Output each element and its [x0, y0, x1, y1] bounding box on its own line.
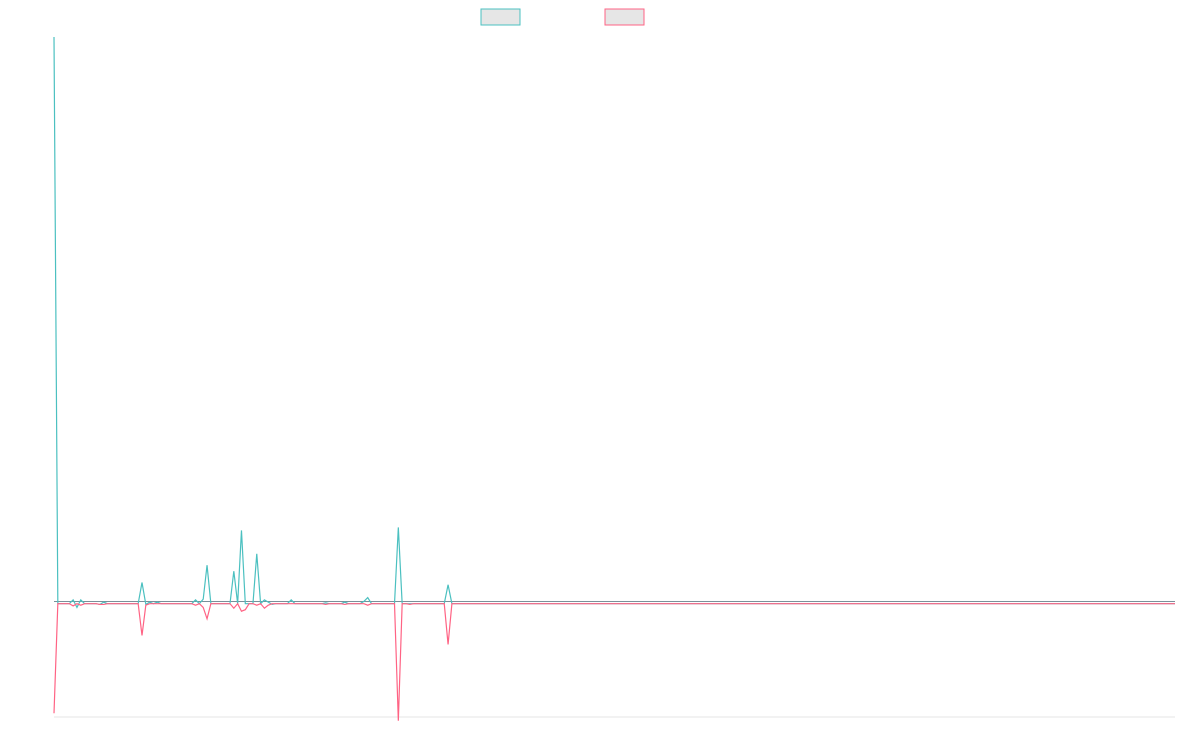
axes: [54, 601, 1175, 718]
legend-swatch-1[interactable]: [480, 8, 521, 26]
legend-swatch-2[interactable]: [604, 8, 645, 26]
series-line-1: [53, 36, 1175, 609]
series-layer: [53, 36, 1175, 721]
legend: [480, 8, 645, 26]
series-line-2: [53, 602, 1175, 721]
